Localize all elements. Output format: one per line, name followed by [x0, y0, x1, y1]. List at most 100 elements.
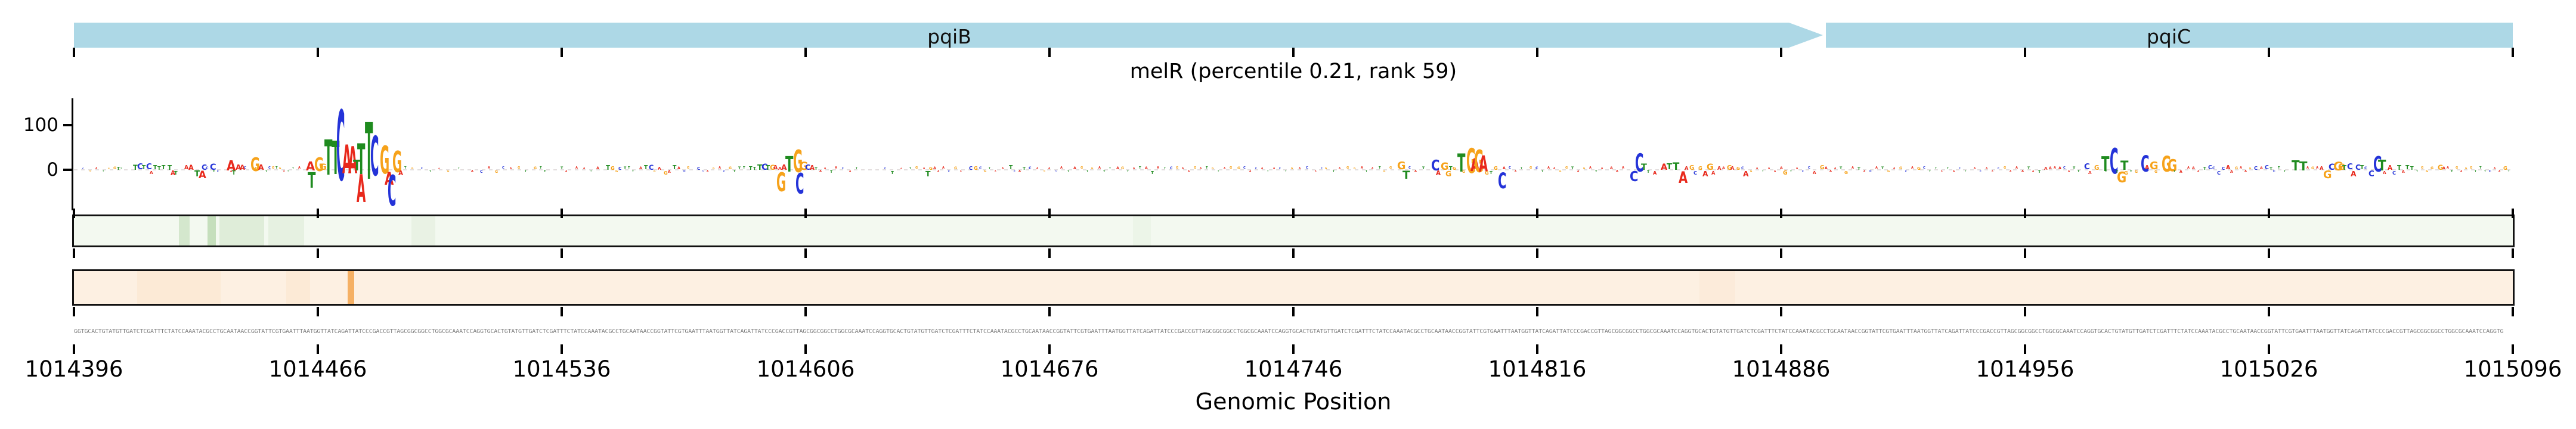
logo-letter: A	[1825, 166, 1828, 170]
logo-letter: A	[2460, 170, 2463, 173]
logo-letter: A	[1941, 170, 1943, 172]
logo-letter: C	[421, 167, 423, 170]
logo-letter: G	[713, 167, 715, 170]
logo-letter: T	[117, 165, 120, 171]
logo-letter: C	[480, 170, 483, 174]
axis-tick	[561, 248, 563, 258]
heat-stripe	[1699, 271, 1735, 304]
logo-letter: T	[2027, 166, 2030, 170]
logo-letter: T	[624, 166, 627, 170]
axis-tick	[2024, 48, 2026, 57]
logo-letter: A	[188, 163, 194, 172]
logo-letter: A	[1863, 170, 1866, 173]
logo-letter: T	[2360, 164, 2364, 172]
logo-letter: T	[157, 165, 161, 171]
logo-letter: G	[793, 144, 803, 180]
axis-tick	[1292, 48, 1295, 57]
logo-letter: C	[2110, 141, 2119, 182]
axis-tick	[1780, 248, 1782, 258]
logo-letter: C	[2212, 166, 2215, 170]
logo-letter: T	[1127, 170, 1129, 173]
logo-letter: T	[561, 166, 564, 170]
logo-letter: T	[275, 166, 278, 170]
logo-letter: A	[2187, 166, 2190, 170]
logo-letter: T	[2116, 170, 2119, 174]
logo-letter: C	[137, 163, 143, 172]
logo-letter: G	[1453, 165, 1456, 171]
logo-letter: C	[1170, 166, 1173, 170]
logo-letter: A	[2226, 164, 2231, 172]
y-tick-100	[63, 124, 72, 126]
axis-tick	[1292, 344, 1295, 354]
logo-letter: C	[702, 170, 704, 172]
logo-letter: G	[2465, 167, 2467, 170]
logo-letter: T	[1379, 166, 1381, 170]
logo-letter: A	[2145, 164, 2150, 172]
x-tick-label: 1014536	[512, 356, 611, 382]
logo-letter: T	[2120, 158, 2129, 174]
logo-letter: C	[206, 166, 209, 170]
logo-letter: A	[2388, 164, 2393, 172]
logo-letter: T	[989, 167, 990, 170]
logo-letter: G	[1176, 166, 1179, 170]
logo-letter: T	[2101, 153, 2110, 177]
axis-tick	[2024, 344, 2026, 354]
logo-letter: A	[1002, 167, 1004, 170]
logo-letter: A	[781, 163, 787, 172]
logo-letter: A	[199, 169, 206, 181]
gene-label-pqiC: pqiC	[2146, 25, 2191, 48]
x-tick-label: 1014746	[1244, 356, 1343, 382]
logo-letter: T	[1857, 165, 1860, 171]
logo-letter: T	[540, 166, 542, 170]
logo-letter: G	[1707, 162, 1714, 172]
logo-letter: C	[2392, 170, 2397, 176]
logo-letter: G	[2168, 155, 2178, 175]
logo-letter: A	[2054, 166, 2056, 170]
logo-letter: A	[1780, 166, 1783, 170]
axis-tick	[2512, 248, 2514, 258]
logo-letter: T	[830, 170, 833, 174]
logo-letter: T	[1647, 170, 1650, 174]
logo-letter: G	[2426, 170, 2429, 173]
logo-letter: A	[2049, 166, 2052, 170]
heat-stripe	[268, 216, 304, 245]
logo-letter: G	[2456, 166, 2459, 170]
logo-letter: T	[1965, 170, 1967, 172]
y-axis-spine	[72, 98, 73, 210]
logo-letter: G	[1091, 167, 1094, 170]
logo-letter: C	[1408, 166, 1411, 170]
logo-letter: G	[1485, 170, 1489, 176]
logo-letter: A	[639, 166, 642, 170]
logo-letter: A	[1852, 166, 1854, 170]
logo-letter: T	[357, 135, 366, 184]
logo-letter: T	[815, 165, 818, 171]
axis-tick	[804, 48, 807, 57]
logo-letter: T	[2484, 170, 2486, 173]
logo-letter: A	[2320, 165, 2324, 171]
logo-letter: C	[842, 167, 844, 170]
axis-tick	[2512, 48, 2514, 57]
logo-letter: G	[250, 154, 261, 176]
logo-letter: A	[2498, 170, 2501, 173]
axis-tick	[1780, 48, 1782, 57]
logo-letter: T	[1402, 169, 1410, 182]
logo-letter: G	[89, 170, 91, 172]
logo-letter: A	[1875, 166, 1878, 170]
logo-letter: G	[1237, 166, 1241, 170]
logo-letter: G	[1212, 167, 1214, 170]
logo-letter: G	[1121, 166, 1125, 170]
logo-letter: A	[658, 165, 661, 171]
logo-letter: A	[1601, 167, 1603, 170]
axis-tick	[2512, 307, 2514, 316]
logo-letter: A	[2230, 170, 2233, 174]
logo-letter: A	[150, 170, 153, 175]
logo-letter: T	[2299, 159, 2308, 173]
logo-letter: G	[770, 163, 776, 172]
logo-letter: A	[1073, 166, 1076, 170]
logo-letter: A	[2351, 169, 2357, 178]
logo-letter: C	[1998, 167, 2000, 170]
logo-letter: A	[283, 170, 285, 172]
logo-letter: A	[849, 170, 852, 173]
logo-letter: C	[2329, 162, 2335, 172]
logo-letter: C	[2063, 166, 2066, 170]
